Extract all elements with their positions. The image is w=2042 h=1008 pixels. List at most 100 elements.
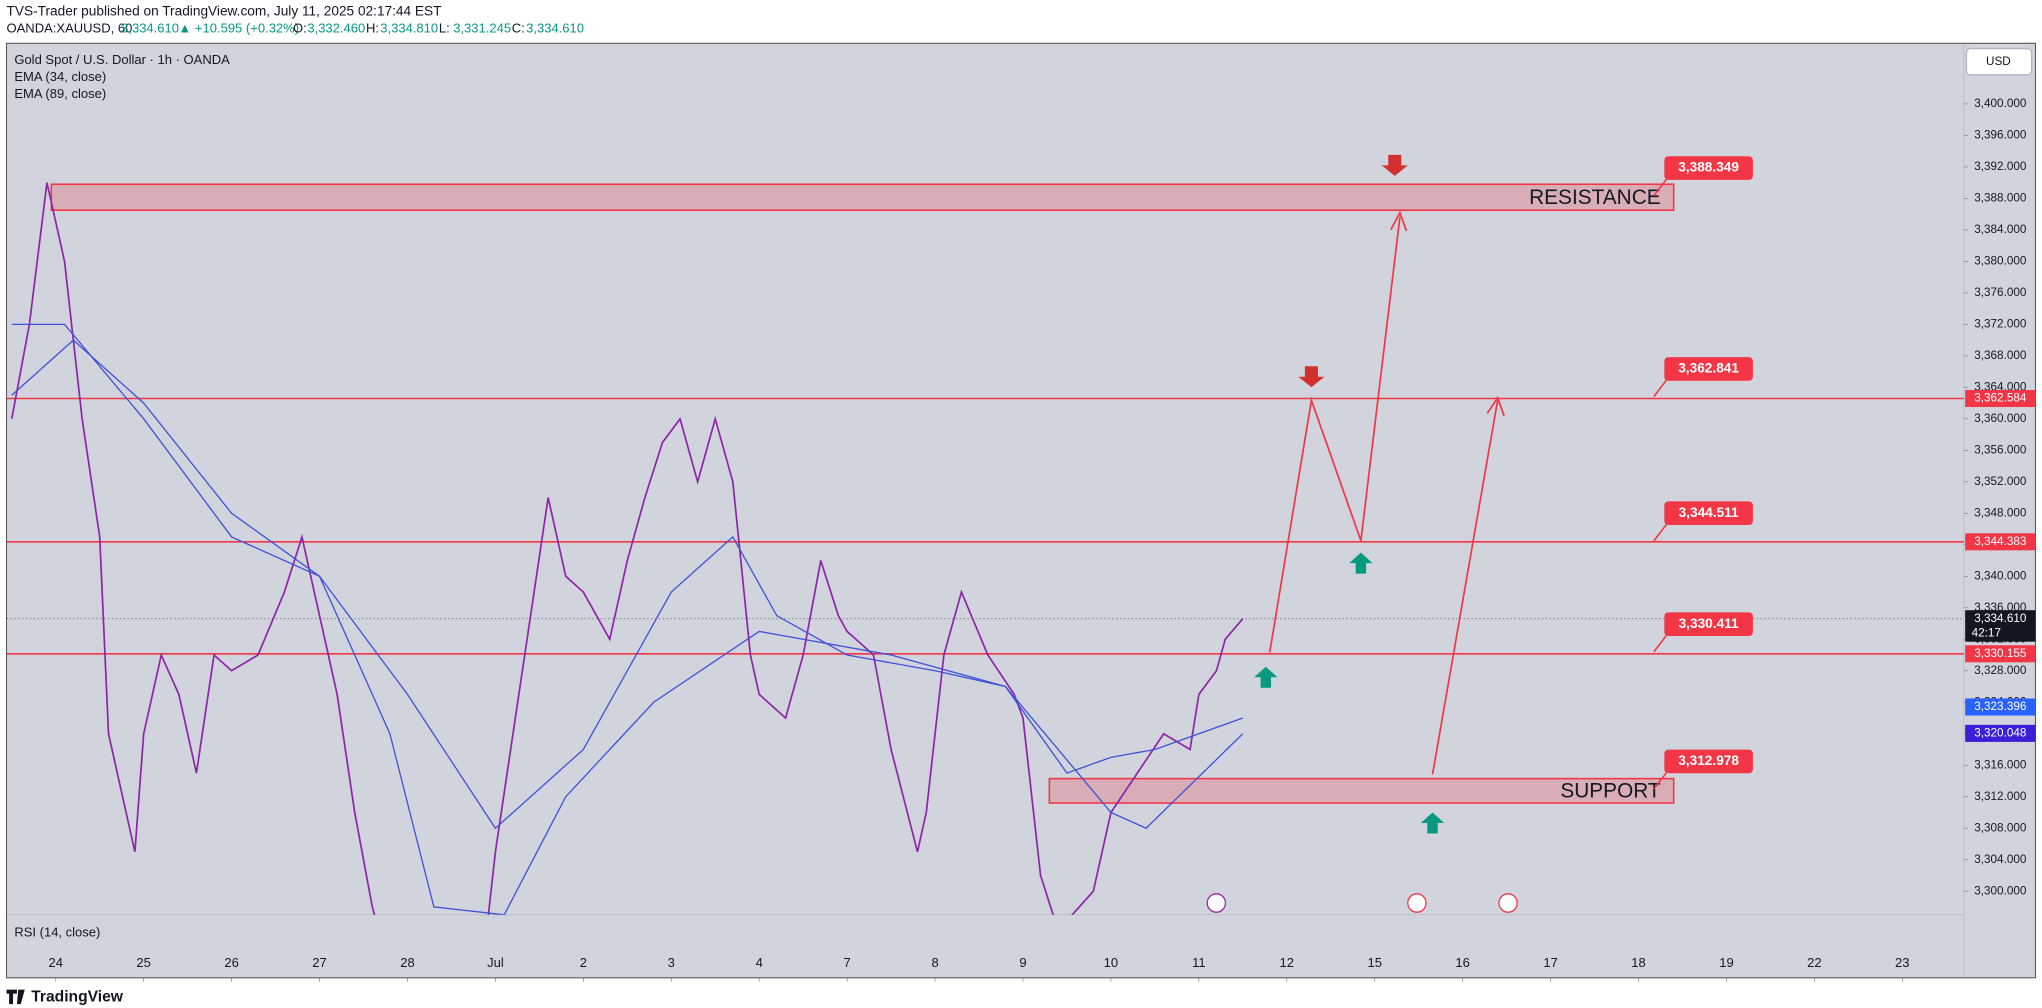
y-tick-label: 3,356.000	[1974, 443, 2027, 456]
callout-label: 3,344.511	[1679, 505, 1739, 520]
header-text: 3,331.245	[453, 20, 511, 35]
zone-label: SUPPORT	[1560, 780, 1661, 803]
brand: TradingView	[31, 989, 123, 1006]
y-tick-label: 3,308.000	[1974, 821, 2027, 834]
up-arrow	[1349, 552, 1373, 574]
price-tag	[1965, 645, 2036, 663]
x-tick-label: 10	[1104, 955, 1118, 970]
header-text: 3,332.460	[307, 20, 365, 35]
callout-connector	[1653, 378, 1668, 397]
y-tick-label: 3,352.000	[1974, 475, 2027, 488]
y-tick-label: 3,328.000	[1974, 664, 2027, 677]
zone	[50, 183, 1675, 211]
x-tick-label: 28	[400, 955, 414, 970]
event-icon[interactable]	[1206, 893, 1227, 913]
y-tick-label: 3,380.000	[1974, 254, 2027, 267]
y-tick-label: 3,304.000	[1974, 853, 2027, 866]
price-tag-label: 3,344.383	[1974, 535, 2027, 548]
callout-connector	[1653, 634, 1668, 653]
ema-line	[11, 339, 1244, 915]
callout-connector	[1653, 771, 1668, 790]
callout-label: 3,388.349	[1678, 160, 1739, 175]
x-tick-label: 8	[931, 955, 938, 970]
arrow-head	[1390, 210, 1408, 232]
y-tick-label: 3,400.000	[1974, 97, 2027, 110]
x-tick-label: 16	[1455, 955, 1469, 970]
plot-layer	[6, 182, 1964, 915]
legend-entry: EMA (89, close)	[14, 86, 106, 101]
y-tick-label: 3,384.000	[1974, 223, 2027, 236]
callout	[1664, 501, 1753, 526]
price-tag	[1965, 698, 2036, 716]
header-text: H:	[366, 20, 379, 35]
price-tag-label: 3,330.155	[1974, 647, 2027, 660]
y-tick-label: 3,348.000	[1974, 506, 2027, 519]
callout-label: 3,312.978	[1678, 753, 1739, 768]
price-tag	[1965, 610, 2036, 642]
callout-connector	[1653, 523, 1668, 542]
x-tick-label: 22	[1807, 955, 1821, 970]
ema-line	[11, 323, 1244, 830]
down-arrow	[1381, 154, 1408, 176]
currency[interactable]: USD	[1986, 55, 2011, 68]
symbol-bar: OANDA:XAUUSD, 60 3,334.610 ▲ +10.595 (+0.3…	[7, 20, 585, 35]
header-text: 3,334.810	[380, 20, 438, 35]
projection-path	[1431, 400, 1499, 775]
callout	[1664, 357, 1753, 381]
frame	[5, 42, 2037, 979]
rsi-label: RSI (14, close)	[14, 925, 100, 940]
x-tick-label: 27	[312, 955, 326, 970]
event-icon[interactable]	[1498, 893, 1518, 913]
y-tick-label: 3,376.000	[1974, 286, 2027, 299]
x-tick-label: 9	[1019, 955, 1026, 970]
y-tick-label: 3,300.000	[1974, 884, 2027, 897]
header-text: C:	[512, 20, 525, 35]
header-text: OANDA:XAUUSD, 60	[7, 20, 133, 35]
up-arrow	[1420, 812, 1445, 834]
callout	[1664, 749, 1753, 774]
y-tick-label: 3,368.000	[1974, 349, 2027, 362]
y-tick-label: 3,340.000	[1974, 569, 2027, 582]
x-tick-label: 25	[136, 955, 150, 970]
legend-title: Gold Spot / U.S. Dollar · 1h · OANDA	[14, 52, 230, 67]
arrow-head	[1486, 395, 1505, 417]
x-tick-label: 15	[1367, 955, 1381, 970]
callout	[1664, 612, 1753, 637]
price-tag	[1965, 389, 2036, 408]
price-tag-label: 3,323.396	[1974, 700, 2027, 713]
y-tick-label: 3,360.000	[1974, 412, 2027, 425]
price-tag	[1965, 724, 2036, 742]
header-text: O:	[293, 20, 307, 35]
price-tag	[1965, 533, 2036, 551]
currency-button[interactable]	[1965, 47, 2033, 76]
y-tick-label: 3,388.000	[1974, 191, 2027, 204]
countdown: 42:17	[1972, 626, 2001, 639]
header-text: 3,334.610	[526, 20, 584, 35]
zone-label: RESISTANCE	[1529, 186, 1661, 209]
down-arrow	[1298, 366, 1325, 388]
x-tick-label: 18	[1631, 955, 1645, 970]
x-tick-label: 4	[756, 955, 763, 970]
brand-logo	[6, 989, 25, 1005]
overlay-layer: RESISTANCE SUPPORT 3,388.349 3,362.841 3,344…	[1206, 154, 1753, 913]
price-tag-label: 3,334.610	[1974, 612, 2027, 625]
legend-entry: EMA (34, close)	[14, 69, 106, 84]
header-text: ▲ +10.595 (+0.32%)	[178, 20, 299, 35]
publisher: TVS-Trader published on TradingView.com,…	[7, 3, 443, 18]
header-text: L:	[439, 20, 450, 35]
callout-connector	[1653, 178, 1668, 197]
x-tick-label: 17	[1543, 955, 1557, 970]
projection-path	[1268, 216, 1401, 653]
plot-area	[6, 43, 1964, 915]
x-tick-label: 24	[49, 955, 63, 970]
callout-label: 3,330.411	[1679, 616, 1739, 631]
x-tick-label: 2	[580, 955, 587, 970]
callout-label: 3,362.841	[1678, 361, 1739, 376]
callout	[1664, 156, 1753, 180]
x-tick-label: 23	[1895, 955, 1909, 970]
x-tick-label: 12	[1280, 955, 1294, 970]
x-tick-label: 7	[844, 955, 851, 970]
event-icon[interactable]	[1407, 893, 1427, 913]
